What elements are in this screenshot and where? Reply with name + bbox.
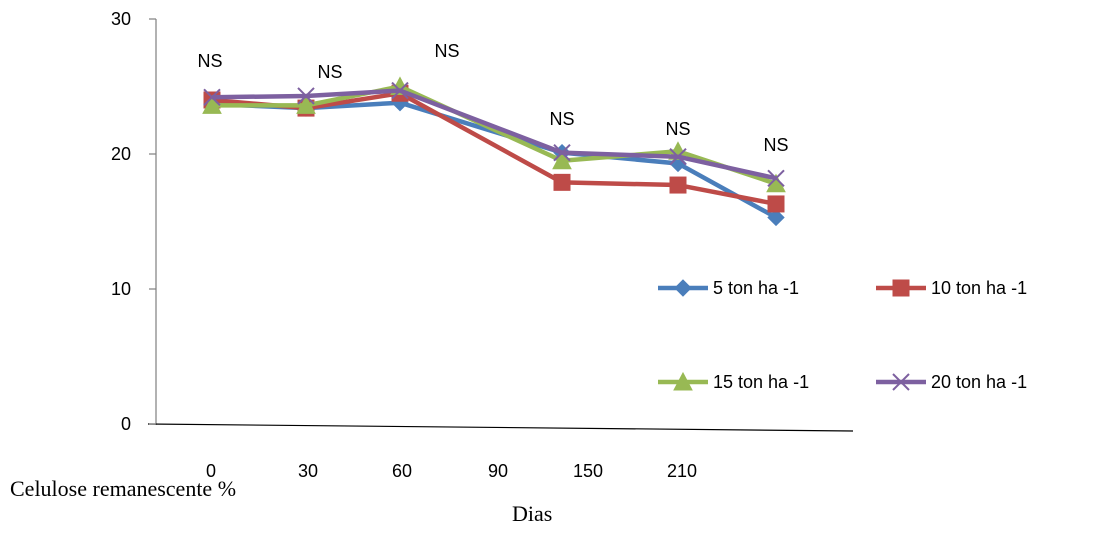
legend-label: 15 ton ha -1 <box>713 372 809 392</box>
ns-annotation: NS <box>197 51 222 71</box>
y-tick-label: 10 <box>111 279 131 299</box>
ns-annotation: NS <box>434 41 459 61</box>
series-4 <box>203 81 785 188</box>
y-ticks: 0 10 20 30 <box>111 9 156 434</box>
data-point-square <box>553 173 571 191</box>
x-tick-label: 210 <box>667 461 697 481</box>
y-tick-label: 20 <box>111 144 131 164</box>
data-point-triangle <box>296 95 316 114</box>
x-tick-label: 60 <box>392 461 412 481</box>
ns-annotation: NS <box>665 119 690 139</box>
series-line <box>211 88 777 181</box>
data-point-x <box>203 88 221 107</box>
x-tick-label: 150 <box>573 461 603 481</box>
x-tick-label: 30 <box>298 461 318 481</box>
data-point-diamond <box>674 279 692 297</box>
legend-label: 5 ton ha -1 <box>713 278 799 298</box>
data-point-square <box>767 195 785 213</box>
data-point-triangle <box>673 371 693 391</box>
data-point-x <box>767 169 785 188</box>
data-point-triangle <box>552 150 572 170</box>
ns-annotation: NS <box>763 135 788 155</box>
series-layer <box>202 76 786 227</box>
x-tick-label: 90 <box>488 461 508 481</box>
legend: 5 ton ha -1 10 ton ha -1 15 ton ha -1 20 to… <box>658 278 1027 392</box>
data-point-square <box>892 279 910 297</box>
ns-annotation: NS <box>549 109 574 129</box>
ns-annotation: NS <box>317 62 342 82</box>
y-tick-label: 0 <box>121 414 131 434</box>
legend-label: 20 ton ha -1 <box>931 372 1027 392</box>
data-point-x <box>669 147 687 166</box>
x-axis-line <box>147 423 854 432</box>
legend-label: 10 ton ha -1 <box>931 278 1027 298</box>
legend-item: 5 ton ha -1 <box>658 278 799 298</box>
data-point-square <box>669 176 687 194</box>
data-point-x <box>391 81 409 100</box>
ns-annotations: NS NS NS NS NS NS <box>197 41 788 155</box>
x-ticks: 0 30 60 90 150 210 <box>206 461 697 481</box>
y-axis-title: Celulose remanescente % <box>10 476 237 501</box>
data-point-x <box>553 143 571 162</box>
legend-item: 20 ton ha -1 <box>876 372 1027 392</box>
x-tick-label: 0 <box>206 461 216 481</box>
data-point-triangle <box>202 95 222 114</box>
data-point-x <box>892 373 910 391</box>
data-point-diamond <box>767 208 785 227</box>
legend-item: 10 ton ha -1 <box>876 278 1027 298</box>
data-point-x <box>297 87 315 105</box>
x-axis-title: Dias <box>512 501 553 526</box>
legend-item: 15 ton ha -1 <box>658 371 809 392</box>
y-tick-label: 30 <box>111 9 131 29</box>
